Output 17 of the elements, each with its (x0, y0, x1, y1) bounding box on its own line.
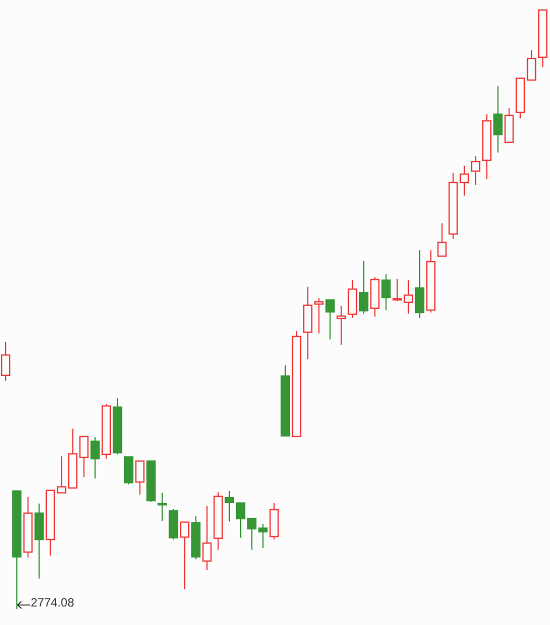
candlestick (437, 222, 447, 257)
candlestick (325, 299, 335, 340)
candlestick (224, 490, 234, 522)
candlestick (358, 260, 368, 314)
candlestick (135, 460, 145, 496)
candlestick (493, 85, 503, 154)
candlestick (258, 523, 268, 548)
annotation: 2774.08 (30, 595, 74, 610)
candlestick (202, 505, 212, 571)
candlestick (336, 305, 346, 346)
candlestick (381, 274, 391, 311)
candlestick (158, 492, 167, 522)
candlestick (56, 456, 66, 494)
candlestick (470, 156, 480, 186)
candlestick (180, 521, 190, 590)
candlestick (90, 436, 100, 480)
candlestick (526, 50, 536, 81)
